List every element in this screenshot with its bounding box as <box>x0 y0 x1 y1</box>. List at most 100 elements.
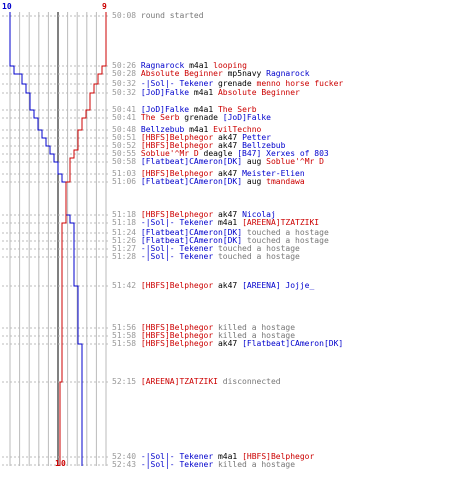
log-segment: m4a1 <box>213 452 243 461</box>
log-segment: disconnected <box>217 377 281 386</box>
log-segment: [AREENA]TZATZIKI <box>140 377 218 386</box>
log-row: 51:28 -|Sol|- Tekener touched a hostage <box>112 253 300 261</box>
log-time: 50:26 <box>112 61 141 70</box>
log-time: 51:26 <box>112 236 141 245</box>
log-time: 51:58 <box>112 339 141 348</box>
log-segment: [JoD]Falke <box>140 88 190 97</box>
log-segment: grenade <box>213 79 257 88</box>
log-segment: [HBFS]Belphegor <box>140 141 214 150</box>
log-row: 52:15 [AREENA]TZATZIKI disconnected <box>112 378 281 386</box>
log-segment: killed a hostage <box>213 323 296 332</box>
log-segment: m4a1 <box>189 88 218 97</box>
log-row: 50:32 -|Sol|- Tekener grenade menno hors… <box>112 80 343 88</box>
log-time: 51:28 <box>112 252 141 261</box>
log-row: 51:58 [HBFS]Belphegor ak47 [Flatbeat]CAm… <box>112 340 343 348</box>
log-segment: [JoD]Falke <box>222 113 271 122</box>
log-time: 50:48 <box>112 125 141 134</box>
log-time: 52:15 <box>112 377 141 386</box>
log-row: 51:56 [HBFS]Belphegor killed a hostage <box>112 324 295 332</box>
log-segment: Ragnarock <box>266 69 310 78</box>
log-row: 50:28 Absolute Beginner mp5navy Ragnaroc… <box>112 70 310 78</box>
log-segment: -|Sol|- Tekener <box>140 79 214 88</box>
log-row: 51:58 [HBFS]Belphegor killed a hostage <box>112 332 295 340</box>
log-time: 51:18 <box>112 218 141 227</box>
log-row: 52:40 -|Sol|- Tekener m4a1 [HBFS]Belpheg… <box>112 453 314 461</box>
log-segment: [Flatbeat]CAmeron[DK] <box>242 339 344 348</box>
log-row: 52:43 -|Sol|- Tekener killed a hostage <box>112 461 295 469</box>
log-segment: Absolute Beginner <box>217 88 300 97</box>
log-row: 51:27 -|Sol|- Tekener touched a hostage <box>112 245 300 253</box>
right-team-count: 9 <box>102 2 107 11</box>
log-segment: [Flatbeat]CAmeron[DK] <box>140 157 243 166</box>
red-team-line <box>59 12 107 466</box>
log-segment: [AREENA] Jojje_ <box>242 281 315 290</box>
log-time: 51:06 <box>112 177 141 186</box>
log-time: 50:41 <box>112 105 141 114</box>
log-time: 50:51 <box>112 133 141 142</box>
log-row: 51:26 [Flatbeat]CAmeron[DK] touched a ho… <box>112 237 329 245</box>
log-time: 51:27 <box>112 244 141 253</box>
log-segment: ak47 <box>213 169 243 178</box>
log-segment: Absolute Beginner <box>140 69 223 78</box>
log-segment: grenade <box>179 113 223 122</box>
log-segment: Soblue'^Mr D <box>140 149 199 158</box>
log-segment: looping <box>213 61 247 70</box>
log-row: 51:06 [Flatbeat]CAmeron[DK] aug tmandawa <box>112 178 305 186</box>
log-time: 50:32 <box>112 88 141 97</box>
log-segment: Petter <box>242 133 271 142</box>
log-segment: touched a hostage <box>242 228 329 237</box>
log-segment: aug <box>242 157 267 166</box>
log-segment: ak47 <box>213 339 243 348</box>
log-row: 51:18 -|Sol|- Tekener m4a1 [AREENA]TZATZ… <box>112 219 319 227</box>
log-segment: aug <box>242 177 267 186</box>
log-segment: [HBFS]Belphegor <box>140 281 214 290</box>
log-row: 50:26 Ragnarock m4a1 looping <box>112 62 247 70</box>
log-segment: m4a1 <box>189 105 218 114</box>
log-segment: [HBFS]Belphegor <box>140 339 214 348</box>
alive-timeline-graph <box>2 12 110 466</box>
log-time: 51:58 <box>112 331 141 340</box>
log-row: 50:52 [HBFS]Belphegor ak47 Bellzebub <box>112 142 285 150</box>
log-row: 50:41 [JoD]Falke m4a1 The Serb <box>112 106 257 114</box>
log-time: 52:43 <box>112 460 141 469</box>
log-segment: Bellzebub <box>140 125 185 134</box>
log-segment: The Serb <box>217 105 257 114</box>
log-segment: -|Sol|- Tekener <box>140 452 214 461</box>
log-segment: Bellzebub <box>242 141 286 150</box>
log-segment: touched a hostage <box>213 244 300 253</box>
log-segment: -|Sol|- Tekener <box>140 244 214 253</box>
log-segment: ak47 <box>213 133 243 142</box>
log-time: 50:52 <box>112 141 141 150</box>
log-segment: [AREENA]TZATZIKI <box>242 218 320 227</box>
log-segment: [Flatbeat]CAmeron[DK] <box>140 228 243 237</box>
log-segment: [HBFS]Belphegor <box>140 133 214 142</box>
log-time: 51:56 <box>112 323 141 332</box>
log-segment: Nicolaj <box>242 210 276 219</box>
log-segment: m4a1 <box>184 125 214 134</box>
log-segment: tmandawa <box>266 177 305 186</box>
left-team-count: 10 <box>2 2 12 11</box>
blue-team-line <box>9 12 83 466</box>
log-segment: [HBFS]Belphegor <box>140 331 214 340</box>
log-segment: ak47 <box>213 281 243 290</box>
log-segment: killed a hostage <box>213 331 296 340</box>
log-segment: [Flatbeat]CAmeron[DK] <box>140 236 243 245</box>
log-segment: m4a1 <box>184 61 214 70</box>
log-segment: -|Sol|- Tekener <box>140 460 214 469</box>
log-segment: touched a hostage <box>242 236 329 245</box>
log-row: 50:32 [JoD]Falke m4a1 Absolute Beginner <box>112 89 300 97</box>
log-time: 51:03 <box>112 169 141 178</box>
log-row: 51:18 [HBFS]Belphegor ak47 Nicolaj <box>112 211 276 219</box>
log-time: 51:18 <box>112 210 141 219</box>
log-time: 51:42 <box>112 281 141 290</box>
log-segment: touched a hostage <box>213 252 300 261</box>
log-segment: The Serb <box>140 113 180 122</box>
log-segment: -|Sol|- Tekener <box>140 252 214 261</box>
log-row: 51:03 [HBFS]Belphegor ak47 Meister-Elien <box>112 170 305 178</box>
log-row: 51:42 [HBFS]Belphegor ak47 [AREENA] Jojj… <box>112 282 314 290</box>
log-segment: [HBFS]Belphegor <box>140 210 214 219</box>
log-time: 50:41 <box>112 113 141 122</box>
log-segment: menno horse fucker <box>256 79 344 88</box>
log-segment: round started <box>140 11 204 20</box>
log-row: 50:41 The Serb grenade [JoD]Falke <box>112 114 271 122</box>
